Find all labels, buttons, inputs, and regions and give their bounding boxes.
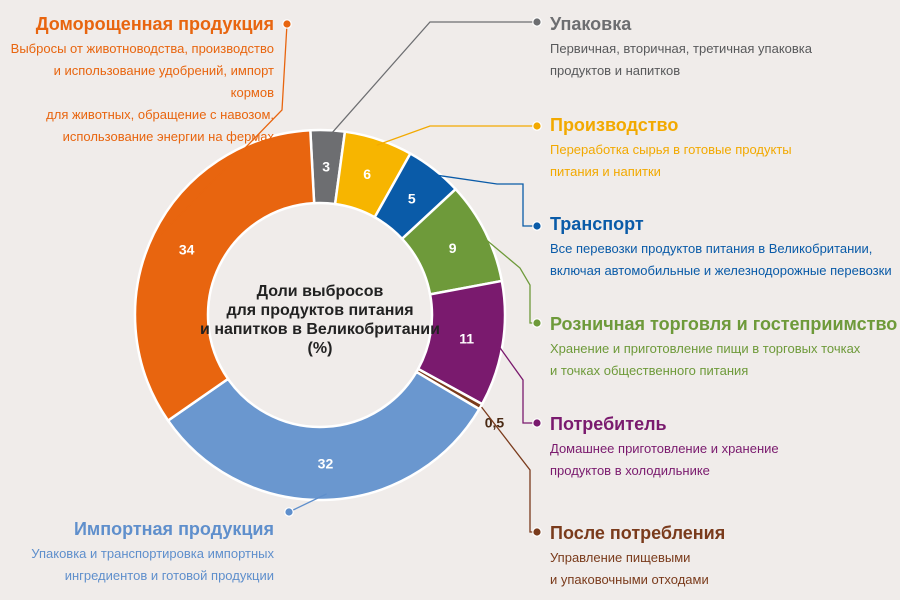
value-label-packaging: 3 bbox=[322, 159, 330, 175]
leader-dot-retail bbox=[532, 318, 542, 328]
label-description: Первичная, вторичная, третичная упаковка… bbox=[550, 41, 812, 78]
chart-title: Доли выбросов для продуктов питания и на… bbox=[190, 282, 450, 358]
label-description: Все перевозки продуктов питания в Велико… bbox=[550, 241, 892, 278]
value-label-imported: 32 bbox=[318, 455, 334, 471]
label-description: Управление пищевыми и упаковочными отход… bbox=[550, 550, 709, 587]
label-title: Импортная продукция bbox=[73, 519, 274, 539]
leader-dot-production bbox=[532, 121, 542, 131]
donut-slice-imported bbox=[166, 370, 481, 502]
label-description: Выбросы от животноводства, производство … bbox=[10, 41, 274, 144]
value-label-transport: 5 bbox=[408, 190, 416, 206]
label-description: Переработка сырья в готовые продукты пит… bbox=[550, 142, 792, 179]
value-label-retail: 9 bbox=[449, 240, 457, 256]
label-post-consumption: После потребления Управление пищевыми и … bbox=[550, 522, 725, 591]
label-retail: Розничная торговля и гостеприимство Хран… bbox=[550, 313, 897, 382]
chart-title-line: Доли выбросов bbox=[256, 283, 384, 300]
chart-title-line: для продуктов питания bbox=[226, 302, 414, 319]
value-label-production: 6 bbox=[363, 166, 371, 182]
value-label-domestic: 34 bbox=[179, 242, 195, 258]
label-title: Упаковка bbox=[550, 14, 632, 34]
label-transport: Транспорт Все перевозки продуктов питани… bbox=[550, 213, 892, 282]
leader-dot-consumer bbox=[532, 418, 542, 428]
label-title: Розничная торговля и гостеприимство bbox=[550, 314, 898, 334]
leader-line-imported bbox=[288, 493, 327, 513]
leader-dot-transport bbox=[532, 221, 542, 231]
label-packaging: Упаковка Первичная, вторичная, третичная… bbox=[550, 13, 812, 82]
label-title: После потребления bbox=[550, 523, 726, 543]
label-title: Доморощенная продукция bbox=[35, 14, 274, 34]
chart-title-line: (%) bbox=[307, 340, 333, 357]
leader-line-domestic bbox=[158, 23, 288, 237]
value-label-consumer: 11 bbox=[459, 330, 474, 346]
chart-title-line: и напитков в Великобритании bbox=[200, 321, 440, 338]
leader-dot-packaging bbox=[532, 17, 542, 27]
leader-line-transport bbox=[430, 173, 537, 227]
label-consumer: Потребитель Домашнее приготовление и хра… bbox=[550, 413, 779, 482]
leader-line-packaging bbox=[326, 21, 537, 139]
label-imported: Импортная продукция Упаковка и транспорт… bbox=[20, 518, 274, 587]
value-label-post-consumption: 0,5 bbox=[485, 415, 505, 431]
leader-dot-imported bbox=[284, 507, 294, 517]
label-description: Домашнее приготовление и хранение продук… bbox=[550, 441, 779, 478]
label-description: Упаковка и транспортировка импортных инг… bbox=[31, 546, 274, 583]
label-production: Производство Переработка сырья в готовые… bbox=[550, 114, 792, 183]
leader-line-production bbox=[376, 125, 537, 146]
label-description: Хранение и приготовление пищи в торговых… bbox=[550, 341, 861, 378]
donut-slice-domestic bbox=[133, 128, 316, 423]
leader-line-consumer bbox=[496, 342, 537, 424]
label-title: Транспорт bbox=[550, 214, 644, 234]
label-title: Производство bbox=[550, 115, 679, 135]
leader-dot-post-consumption bbox=[532, 527, 542, 537]
label-title: Потребитель bbox=[550, 414, 667, 434]
label-domestic: Доморощенная продукция Выбросы от животн… bbox=[10, 13, 274, 148]
leader-dot-domestic bbox=[282, 19, 292, 29]
